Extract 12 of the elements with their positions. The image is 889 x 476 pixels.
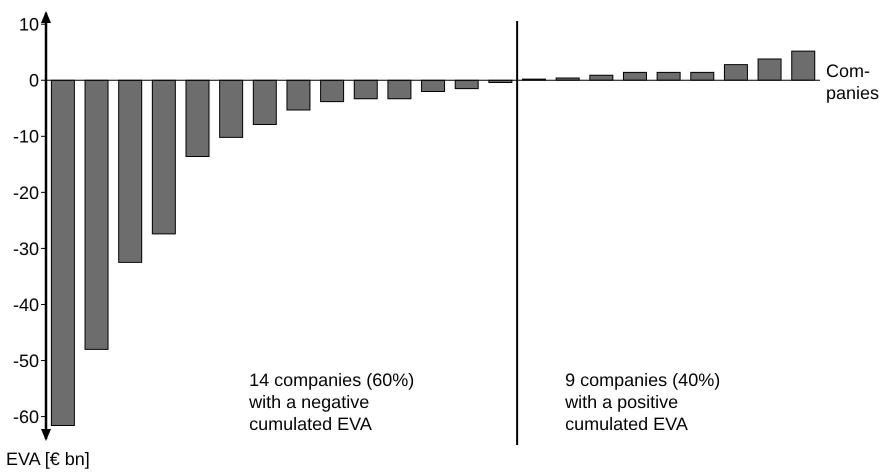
y-tick-label: -10	[12, 126, 39, 147]
annotation: 14 companies (60%) with a negative cumulated EVA	[249, 369, 414, 435]
y-tick-label: -30	[12, 238, 39, 259]
y-tick-label: 10	[18, 14, 39, 35]
y-tick-label: -60	[12, 406, 39, 427]
x-axis-title: Com- panies	[826, 60, 880, 104]
y-tick-label: -50	[12, 350, 39, 371]
y-tick-label: -20	[12, 182, 39, 203]
y-tick-label: -40	[12, 294, 39, 315]
annotation: 9 companies (40%) with a positive cumulated EVA	[565, 369, 720, 435]
y-tick-label: 0	[28, 70, 39, 91]
y-axis-title: EVA [€ bn]	[6, 449, 90, 470]
